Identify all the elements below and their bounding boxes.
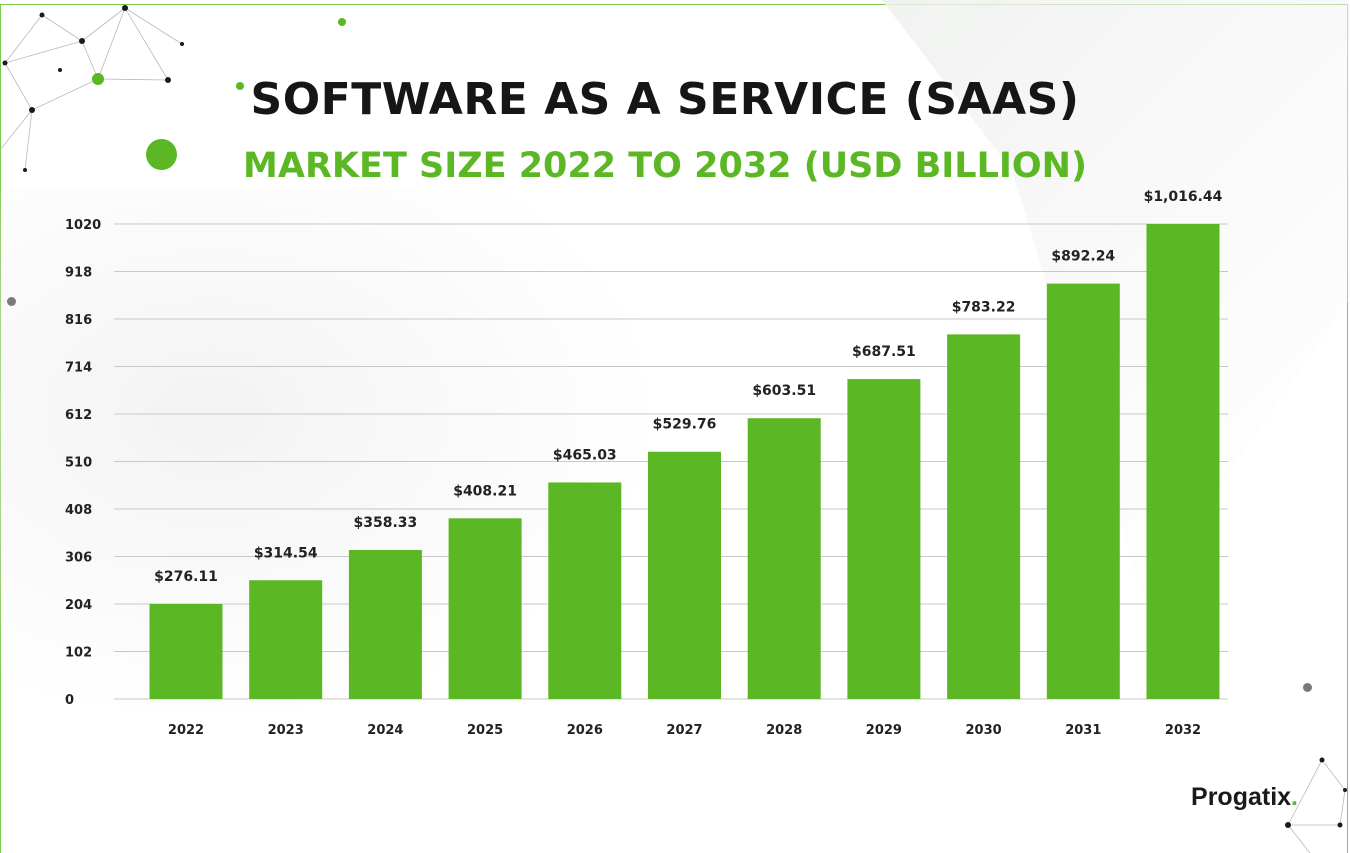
data-label: $465.03 xyxy=(553,447,617,463)
y-tick-label: 408 xyxy=(65,503,92,518)
bar xyxy=(149,604,223,699)
x-tick-label: 2030 xyxy=(966,723,1002,738)
data-label: $529.76 xyxy=(653,417,717,433)
chart-title: SOFTWARE AS A SERVICE (SAAS) xyxy=(250,74,1080,125)
y-tick-label: 510 xyxy=(65,456,92,471)
x-tick-label: 2028 xyxy=(766,723,802,738)
x-tick-label: 2024 xyxy=(367,723,403,738)
bar xyxy=(1146,224,1220,699)
x-tick-label: 2031 xyxy=(1065,723,1101,738)
bar xyxy=(348,549,422,699)
bar xyxy=(249,580,323,699)
y-tick-label: 816 xyxy=(65,313,92,328)
decor-dot-grey-left xyxy=(7,297,16,306)
x-tick-label: 2026 xyxy=(567,723,603,738)
bar xyxy=(947,334,1021,699)
data-label: $783.22 xyxy=(952,299,1016,315)
chart-subtitle: MARKET SIZE 2022 TO 2032 (USD BILLION) xyxy=(243,146,1087,186)
bar xyxy=(448,518,522,699)
data-label: $314.54 xyxy=(254,545,318,561)
brand-logo: Progatix. xyxy=(1191,783,1298,812)
brand-dot: . xyxy=(1291,783,1298,811)
y-tick-label: 102 xyxy=(65,646,92,661)
bar xyxy=(847,379,921,699)
y-tick-label: 0 xyxy=(65,693,74,708)
bar xyxy=(747,418,821,699)
y-tick-label: 714 xyxy=(65,361,92,376)
x-tick-label: 2022 xyxy=(168,723,204,738)
x-tick-label: 2023 xyxy=(268,723,304,738)
y-tick-label: 612 xyxy=(65,408,92,423)
data-label: $687.51 xyxy=(852,344,916,360)
data-label: $408.21 xyxy=(453,483,517,499)
x-tick-label: 2032 xyxy=(1165,723,1201,738)
data-label: $358.33 xyxy=(354,515,418,531)
bar xyxy=(1046,283,1120,699)
data-label: $276.11 xyxy=(154,569,218,585)
network-decoration-top-left xyxy=(0,5,184,172)
y-tick-label: 204 xyxy=(65,598,92,613)
y-tick-label: 918 xyxy=(65,266,92,281)
x-tick-label: 2027 xyxy=(666,723,702,738)
bar xyxy=(548,482,622,699)
decor-dot-small-green-1 xyxy=(338,18,346,26)
brand-name: Progatix xyxy=(1191,783,1292,811)
data-label: $603.51 xyxy=(752,383,816,399)
y-tick-label: 306 xyxy=(65,551,92,566)
network-decoration-bottom-right xyxy=(1285,757,1347,853)
decor-dot-small-green-2 xyxy=(236,82,244,90)
decor-dot-grey-right xyxy=(1303,683,1312,692)
decor-dot-large-green xyxy=(146,139,177,170)
x-tick-label: 2029 xyxy=(866,723,902,738)
x-tick-label: 2025 xyxy=(467,723,503,738)
data-label: $1,016.44 xyxy=(1144,189,1223,205)
y-tick-label: 1020 xyxy=(65,218,101,233)
data-label: $892.24 xyxy=(1051,249,1115,265)
bar xyxy=(648,451,721,699)
